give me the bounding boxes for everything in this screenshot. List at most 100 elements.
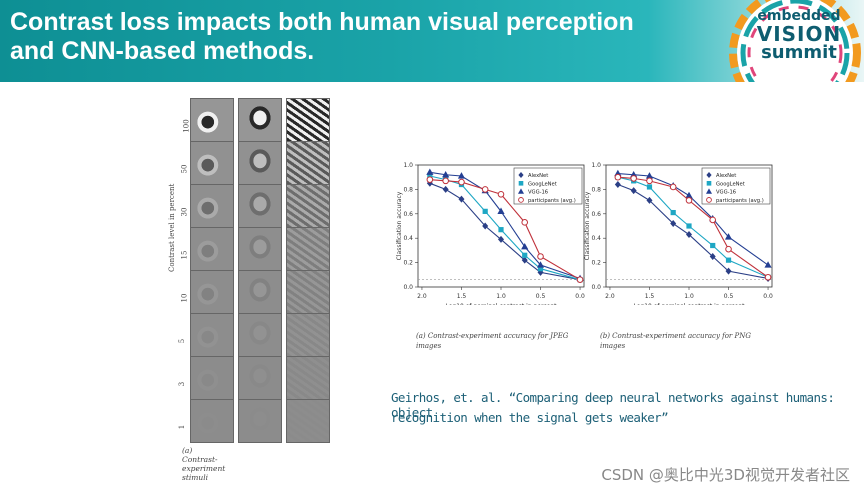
data-point <box>645 172 654 179</box>
y-tick-label: 0.0 <box>403 284 413 291</box>
data-point <box>646 184 653 190</box>
data-point <box>764 273 772 281</box>
stimulus-image <box>286 270 330 314</box>
data-point <box>481 186 489 193</box>
data-point <box>498 235 504 243</box>
stimulus-image <box>190 184 234 228</box>
data-point <box>670 220 677 228</box>
x-axis-label: Log10 of nominal contrast in percent <box>446 303 558 305</box>
y-tick-label: 0.4 <box>403 235 413 242</box>
legend-box <box>701 167 771 205</box>
logo-text-embedded: embedded <box>757 8 841 24</box>
stimulus-image <box>238 356 282 400</box>
series-line-alexnet <box>617 184 769 280</box>
data-point <box>670 209 676 216</box>
series-line-alexnet <box>429 182 581 281</box>
x-tick-label: 0.5 <box>724 293 734 300</box>
contrast-level-label: 15 <box>180 250 189 260</box>
data-point <box>686 231 692 239</box>
data-point <box>709 253 716 260</box>
legend-marker <box>518 181 524 186</box>
contrast-level-label: 30 <box>180 207 189 217</box>
y-tick-label: 1.0 <box>591 162 601 169</box>
data-point <box>630 175 637 182</box>
data-point <box>498 227 504 233</box>
data-point <box>427 173 433 179</box>
data-point <box>725 245 732 253</box>
x-tick-label: 1.0 <box>496 293 506 300</box>
legend-marker <box>518 197 524 203</box>
legend-label: GoogLeNet <box>716 181 745 187</box>
citation-line-1: Geirhos, et. al. “Comparing deep neural … <box>391 390 835 420</box>
legend-label: AlexNet <box>528 173 548 179</box>
data-point <box>685 197 693 204</box>
stimuli-ylabel: Contrast level in percent <box>168 183 176 272</box>
stimulus-image <box>190 270 234 314</box>
data-point <box>646 196 653 204</box>
data-point <box>537 253 544 260</box>
data-point <box>442 170 450 178</box>
x-tick-label: 0.0 <box>763 293 773 300</box>
legend-marker <box>706 197 712 203</box>
contrast-level-label: 10 <box>180 293 189 303</box>
data-point <box>442 177 449 185</box>
stimulus-image <box>286 356 330 400</box>
x-axis-label: Log10 of nominal contrast in percent <box>634 303 746 305</box>
data-point <box>685 191 693 199</box>
data-point <box>497 207 505 214</box>
chart-png-caption: (b) Contrast-experiment accuracy for PNG… <box>600 332 751 350</box>
stimulus-image <box>286 184 330 228</box>
x-tick-label: 0.5 <box>536 293 546 300</box>
x-tick-label: 2.0 <box>417 293 427 300</box>
y-tick-label: 0.8 <box>403 186 413 193</box>
data-point <box>686 223 692 229</box>
stimulus-image <box>238 399 282 443</box>
data-point <box>764 261 772 268</box>
data-point <box>426 168 434 175</box>
legend-label: participants (avg.) <box>528 198 576 204</box>
data-point <box>669 183 677 191</box>
stimulus-image <box>286 141 330 185</box>
data-point <box>522 252 528 258</box>
stimulus-image <box>190 227 234 271</box>
x-tick-label: 1.0 <box>684 293 694 300</box>
logo-text-vision: VISION <box>756 22 842 46</box>
data-point <box>521 242 529 250</box>
contrast-level-label: 50 <box>180 164 189 174</box>
logo-text-summit: summit <box>761 42 837 63</box>
legend-label: VGG-16 <box>528 190 548 196</box>
data-point <box>537 268 544 276</box>
slide-header: Contrast loss impacts both human visual … <box>0 0 864 82</box>
y-tick-label: 0.4 <box>591 235 601 242</box>
legend-label: participants (avg.) <box>716 198 764 204</box>
stimulus-image <box>286 98 330 142</box>
contrast-level-label: 1 <box>178 424 187 430</box>
stimulus-image <box>238 270 282 314</box>
legend-marker <box>706 181 712 186</box>
data-point <box>521 256 528 264</box>
data-point <box>614 173 622 181</box>
x-tick-label: 2.0 <box>605 293 615 300</box>
title-line-1: Contrast loss impacts both human visual … <box>10 8 634 36</box>
stimulus-image <box>238 98 282 142</box>
data-point <box>458 195 465 203</box>
y-tick-label: 0.2 <box>403 260 413 267</box>
csdn-watermark: CSDN @奥比中光3D视觉开发者社区 <box>601 466 850 484</box>
data-point <box>576 276 584 283</box>
stimulus-image <box>238 184 282 228</box>
contrast-level-label: 5 <box>178 338 187 344</box>
data-point <box>442 185 449 193</box>
data-point <box>497 190 505 198</box>
stimulus-image <box>190 313 234 357</box>
legend-marker <box>706 172 712 178</box>
stimulus-image <box>286 399 330 443</box>
stimulus-image <box>190 356 234 400</box>
data-point <box>458 178 465 186</box>
contrast-level-label: 3 <box>178 381 187 387</box>
data-point <box>724 233 733 240</box>
y-axis-label: Classification accuracy <box>584 191 591 260</box>
stimulus-image <box>238 227 282 271</box>
data-point <box>457 172 466 179</box>
y-tick-label: 0.2 <box>591 260 601 267</box>
citation-line-2: recognition when the signal gets weaker” <box>391 410 669 425</box>
